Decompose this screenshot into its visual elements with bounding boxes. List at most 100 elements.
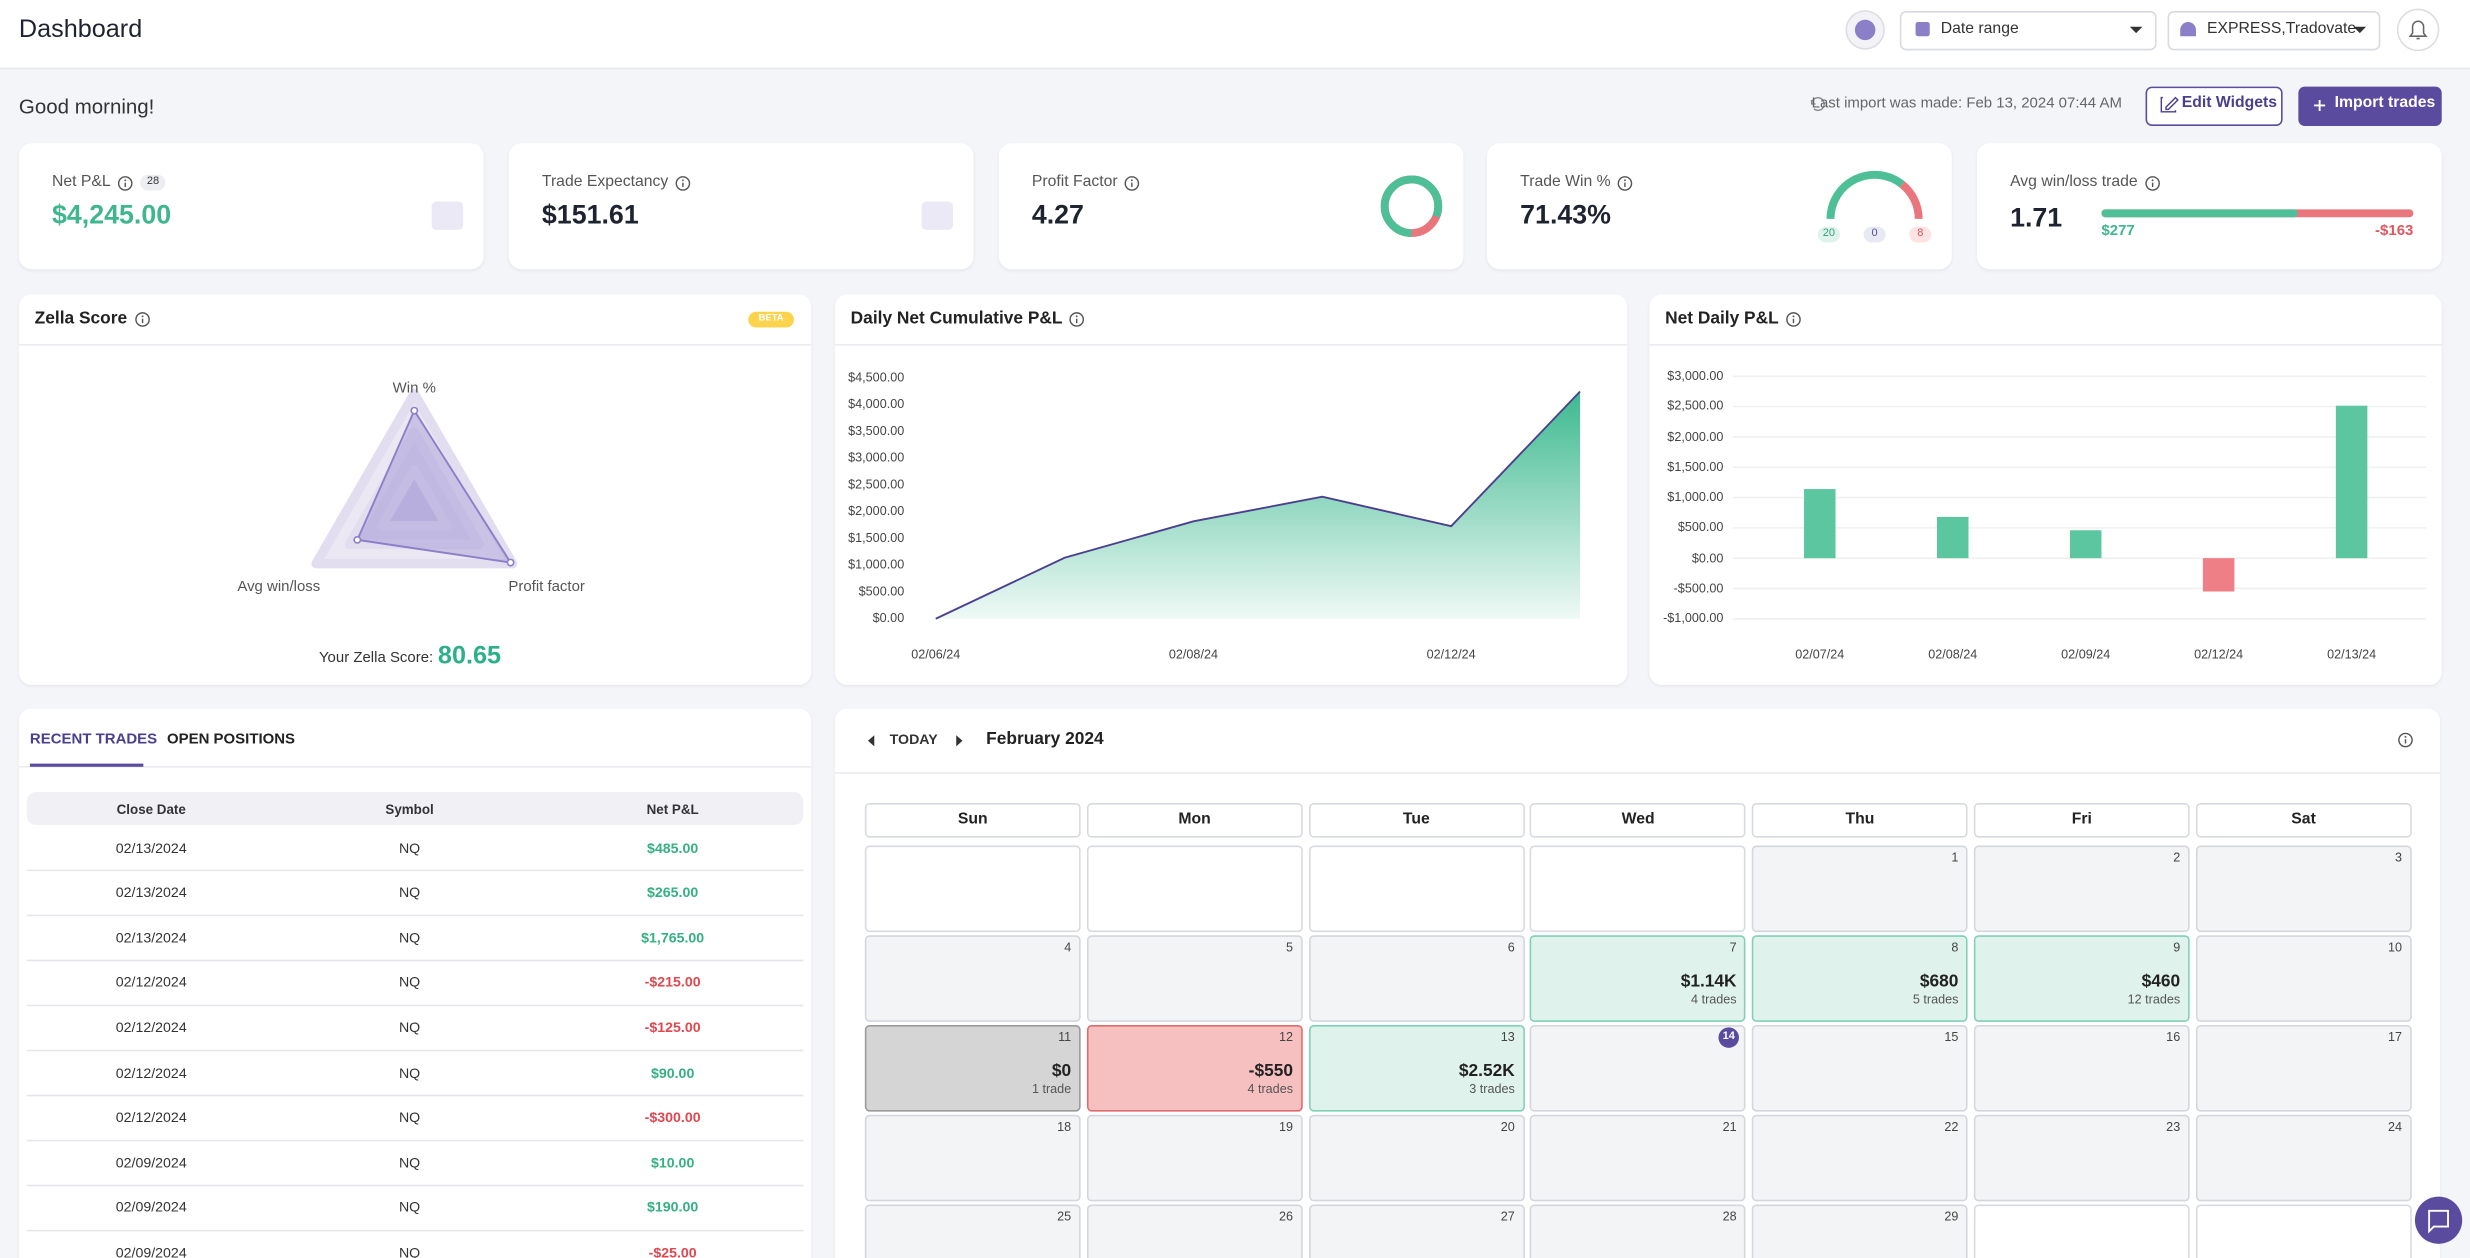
widget-title: Daily Net Cumulative P&L [850, 309, 1063, 329]
account-icon [2180, 22, 2196, 37]
weekday-label: Mon [1178, 810, 1211, 829]
line [935, 390, 1581, 620]
x-tick-label: 02/06/24 [911, 647, 961, 662]
calendar-day[interactable] [1752, 935, 1968, 1022]
table-cell: 02/12/2024 [115, 974, 187, 991]
calendar-day[interactable] [1308, 1024, 1525, 1112]
y-tick-label: -$500.00 [1673, 580, 1724, 596]
today-button[interactable]: TODAY [889, 731, 938, 748]
y-tick-label: $1,000.00 [1667, 489, 1724, 505]
stat-label: Avg win/loss trade [2010, 173, 2138, 191]
y-tick-label: $2,000.00 [1667, 429, 1724, 444]
day-pnl: $0 [1051, 1061, 1072, 1081]
edit-widgets-button[interactable] [2145, 86, 2283, 126]
area [935, 391, 1581, 619]
next-month[interactable] [956, 735, 963, 747]
calendar-day[interactable] [1752, 845, 1968, 933]
column-header: Close Date [116, 800, 186, 817]
calendar-day[interactable] [864, 1204, 1081, 1258]
weekday-label: Tue [1402, 810, 1430, 829]
account-select[interactable] [2167, 11, 2381, 51]
day-number: 11 [1058, 1030, 1072, 1045]
info-dot [124, 178, 127, 181]
calendar-day[interactable] [1752, 1204, 1968, 1258]
calendar-day[interactable] [1086, 1024, 1303, 1112]
gauge-segment [1899, 181, 1923, 220]
day-number: 21 [1722, 1119, 1737, 1134]
day-trades: 4 trades [1691, 992, 1737, 1007]
calendar-cell-empty [1308, 845, 1525, 933]
calendar-day[interactable] [1086, 1204, 1303, 1258]
stat-icon [431, 201, 464, 230]
weekday-label: Thu [1845, 810, 1875, 829]
table-cell: -$125.00 [644, 1019, 701, 1036]
stat-card [1977, 143, 2442, 270]
calendar-day[interactable] [1752, 1114, 1968, 1202]
weekday-header [864, 802, 1081, 838]
caret [2129, 26, 2143, 34]
info-icon [675, 175, 691, 190]
calendar-day[interactable] [1973, 845, 2190, 933]
info-ring [1070, 312, 1085, 327]
calendar-day[interactable] [1973, 1024, 2190, 1112]
stat-card [18, 143, 484, 270]
y-tick-label: $500.00 [858, 584, 905, 599]
tab[interactable]: RECENT TRADES [29, 731, 158, 749]
gauge-segment [1826, 170, 1905, 220]
calendar-cell-empty [2195, 1204, 2412, 1258]
calendar-day[interactable] [1752, 1024, 1968, 1112]
info-ring [1125, 175, 1140, 190]
calendar-day[interactable] [864, 1114, 1081, 1202]
info-dot [1076, 315, 1079, 318]
calendar-day[interactable] [1308, 935, 1525, 1022]
table-cell: NQ [398, 1154, 421, 1171]
weekday-label: Sun [957, 810, 988, 829]
info-dot [1792, 315, 1795, 318]
date-range-select[interactable] [1899, 11, 2157, 51]
y-tick-label: $4,500.00 [848, 370, 905, 385]
avg-loss-label: -$163 [2375, 222, 2414, 240]
y-tick-label: $1,500.00 [1667, 459, 1724, 474]
y-tick-label: $1,500.00 [848, 530, 905, 546]
table-cell: NQ [398, 974, 421, 991]
calendar-day[interactable] [2195, 845, 2412, 933]
calendar-day[interactable] [1086, 1114, 1303, 1202]
calendar-day[interactable] [1086, 935, 1303, 1022]
calendar-day[interactable] [1973, 1114, 2190, 1202]
stat-card [1487, 143, 1952, 270]
stat-card [508, 143, 974, 270]
calendar-day[interactable] [1530, 1024, 1747, 1112]
gauge-count: 8 [1917, 227, 1924, 240]
prev-month[interactable] [867, 735, 875, 747]
calendar-day[interactable] [864, 1024, 1081, 1112]
calendar-day[interactable] [1308, 1114, 1525, 1202]
calendar-cell-empty [1086, 845, 1303, 933]
table-cell: $90.00 [650, 1064, 695, 1081]
table-cell: NQ [398, 884, 421, 901]
bar [2335, 405, 2368, 559]
calendar-day[interactable] [1530, 1204, 1747, 1258]
calendar-day[interactable] [2195, 1024, 2412, 1112]
day-number: 27 [1500, 1209, 1515, 1224]
info-icon [1070, 312, 1085, 327]
calendar-day[interactable] [1530, 1114, 1747, 1202]
calendar-day[interactable] [1530, 935, 1747, 1022]
weekday-label: Fri [2071, 810, 2092, 829]
calendar-day[interactable] [2195, 1114, 2412, 1202]
radar-point [410, 406, 419, 415]
notifications-button[interactable] [2396, 8, 2440, 52]
calendar-day[interactable] [2195, 935, 2412, 1022]
table-cell: 02/13/2024 [115, 929, 187, 946]
calendar-day[interactable] [1308, 1204, 1525, 1258]
widget-title: Net Daily P&L [1665, 309, 1779, 329]
chat-launcher[interactable] [2414, 1196, 2463, 1244]
info-dot [1624, 178, 1627, 181]
currency-icon [1854, 19, 1876, 41]
calendar-day[interactable] [864, 935, 1081, 1022]
info-dot [1131, 178, 1134, 181]
info-ring [1618, 175, 1633, 190]
calendar-day[interactable] [1973, 935, 2190, 1022]
y-tick-label: $2,500.00 [1667, 399, 1724, 414]
tab[interactable]: OPEN POSITIONS [166, 731, 296, 749]
